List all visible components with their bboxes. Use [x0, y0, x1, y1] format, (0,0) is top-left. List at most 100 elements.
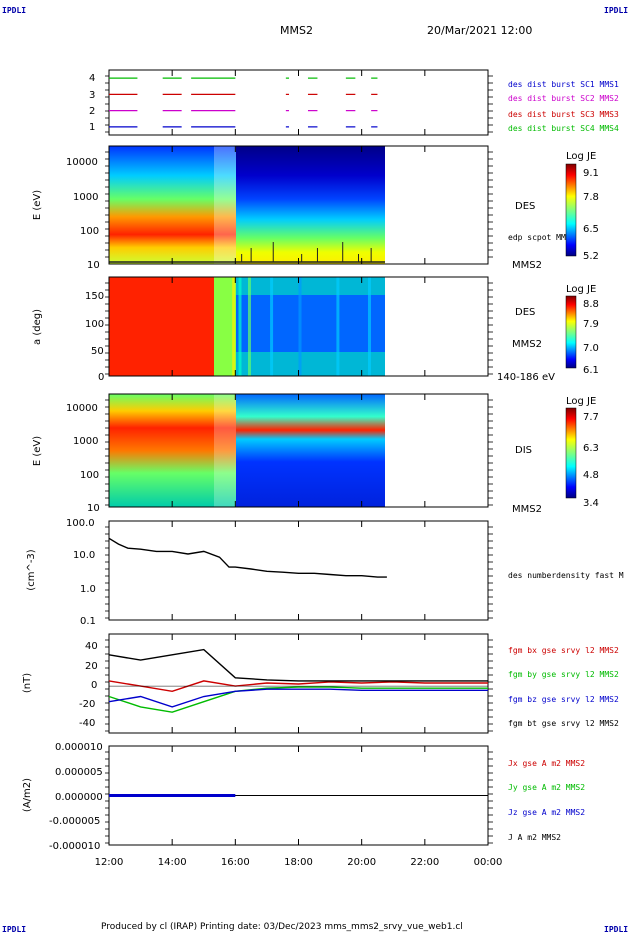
bfield-line: [108, 680, 488, 693]
des-energy-ytick-10: 10: [87, 260, 100, 271]
burst-ytick-3: 3: [89, 90, 95, 101]
des-energy-block-late: [236, 146, 385, 264]
des-energy-block-early: [109, 146, 214, 264]
dis-energy-ytick-10000: 10000: [66, 403, 98, 414]
bfield-plot: [108, 648, 488, 713]
dis-energy-ytick-100: 100: [80, 470, 99, 481]
bfield-ytick-m40: -40: [79, 718, 95, 729]
density-ylabel: (cm^-3): [26, 549, 37, 590]
burst-ytick-1: 1: [89, 122, 95, 133]
cbar1: [565, 163, 577, 257]
bfield-ylabel: (nT): [22, 673, 33, 693]
bfield-ytick-20: 20: [85, 661, 98, 672]
ipdl-tag-right: IPDLI: [604, 6, 628, 15]
current-legend-jz: Jz gse A m2 MMS2: [508, 808, 585, 817]
burst-legend-3: des dist burst SC3 MMS3: [508, 110, 619, 119]
pitch-stripe: [238, 277, 242, 376]
cbar3-tick-2: 4.8: [583, 470, 599, 481]
bfield-legend-bz: fgm bz gse srvy l2 MMS2: [508, 695, 619, 704]
current-legend-j: J A m2 MMS2: [508, 833, 561, 842]
current-ytick-0: 0.000000: [55, 792, 103, 803]
cbar1-tick-1: 7.8: [583, 192, 599, 203]
des-pitch-band: 140-186 eV: [497, 372, 555, 383]
pitch-stripe: [336, 277, 340, 376]
des-energy-ytick-10000: 10000: [66, 157, 98, 168]
scpot-label: edp scpot MMS2: [508, 233, 576, 242]
pitch-stripe: [247, 277, 251, 376]
des-energy-ylabel: E (eV): [32, 190, 43, 220]
panel-density: 100.0 10.0 1.0 0.1 (cm^-3) des numberden…: [26, 518, 624, 627]
density-legend: des numberdensity fast M: [508, 571, 624, 580]
dis-energy-sc: MMS2: [512, 504, 542, 515]
time-axis: 12:00 14:00 16:00 18:00 20:00 22:00 00:00: [95, 70, 503, 868]
bfield-ytick-m20: -20: [79, 699, 95, 710]
burst-legend-4: des dist burst SC4 MMS4: [508, 124, 619, 133]
dis-energy-ytick-1000: 1000: [73, 436, 98, 447]
des-pitch-block-transition: [214, 277, 236, 376]
des-pitch-ytick-150: 150: [85, 291, 104, 302]
des-pitch-ytick-50: 50: [91, 346, 104, 357]
cbar2-title: Log JE: [566, 284, 596, 295]
ipdl-tag-bottom-left: IPDLI: [2, 925, 26, 934]
ipdl-tag-left: IPDLI: [2, 6, 26, 15]
cbar1-tick-3: 5.2: [583, 251, 599, 262]
panel-des-pitch: 150 100 50 0 a (deg) DES MMS2 140-186 eV…: [32, 276, 599, 383]
cbar1-tick-0: 9.1: [583, 168, 599, 179]
current-ytick-p05: 0.000005: [55, 767, 103, 778]
des-pitch-block-early: [109, 277, 214, 376]
density-line: [108, 537, 387, 578]
des-pitch-ylabel: a (deg): [32, 309, 43, 345]
panel-bfield: 40 20 0 -20 -40 (nT) fgm bx gse srvy l2 …: [22, 633, 619, 734]
footer-text: Produced by cl (IRAP) Printing date: 03/…: [101, 922, 463, 932]
cbar2-tick-0: 8.8: [583, 299, 599, 310]
pitch-stripe: [270, 277, 274, 376]
cbar3-tick-1: 6.3: [583, 443, 599, 454]
bfield-line: [108, 686, 488, 713]
density-ytick-1: 1.0: [80, 584, 96, 595]
current-legend-jy: Jy gse A m2 MMS2: [508, 783, 585, 792]
des-energy-sc: MMS2: [512, 260, 542, 271]
des-pitch-sc: MMS2: [512, 339, 542, 350]
dis-energy-ylabel: E (eV): [32, 436, 43, 466]
cbar2-tick-3: 6.1: [583, 365, 599, 376]
figure-datetime: 20/Mar/2021 12:00: [427, 24, 532, 37]
panel-burst-frame: [108, 69, 489, 136]
density-ytick-0.1: 0.1: [80, 616, 96, 627]
time-tick-label: 00:00: [474, 857, 503, 868]
current-ylabel: (A/m2): [22, 778, 33, 812]
time-tick-label: 12:00: [95, 857, 124, 868]
burst-legend-1: des dist burst SC1 MMS1: [508, 80, 619, 89]
time-tick-label: 18:00: [284, 857, 313, 868]
panel-density-frame: [108, 520, 489, 621]
density-ytick-10: 10.0: [73, 550, 95, 561]
current-ytick-p10: 0.000010: [55, 742, 103, 753]
des-pitch-label: DES: [515, 307, 535, 318]
pitch-stripe: [232, 277, 236, 376]
current-ytick-m05: -0.000005: [49, 816, 100, 827]
des-pitch-band-bottom: [236, 352, 385, 376]
time-tick-label: 20:00: [347, 857, 376, 868]
panel-des-energy: 10000 1000 100 10 E (eV) DES edp scpot M…: [32, 145, 599, 271]
cbar2-tick-2: 7.0: [583, 343, 599, 354]
des-pitch-ytick-0: 0: [98, 372, 104, 383]
cbar2-tick-1: 7.9: [583, 319, 599, 330]
time-tick-label: 16:00: [221, 857, 250, 868]
figure-title: MMS2: [280, 24, 313, 37]
panel-current: 0.000010 0.000005 0.000000 -0.000005 -0.…: [22, 742, 585, 852]
cbar3-tick-3: 3.4: [583, 498, 599, 509]
burst-legend-2: des dist burst SC2 MMS2: [508, 94, 619, 103]
des-pitch-ytick-100: 100: [85, 319, 104, 330]
cbar2: [565, 295, 577, 369]
time-tick-label: 14:00: [158, 857, 187, 868]
dis-energy-ytick-10: 10: [87, 503, 100, 514]
cbar1-tick-2: 6.5: [583, 224, 599, 235]
des-energy-block-transition: [214, 146, 236, 264]
des-energy-ytick-100: 100: [80, 226, 99, 237]
dis-energy-label: DIS: [515, 445, 532, 456]
bfield-line: [108, 648, 488, 682]
cbar1-title: Log JE: [566, 151, 596, 162]
dis-energy-block-transition: [214, 394, 236, 507]
bfield-legend-bx: fgm bx gse srvy l2 MMS2: [508, 646, 619, 655]
dis-energy-block-late: [236, 394, 385, 507]
